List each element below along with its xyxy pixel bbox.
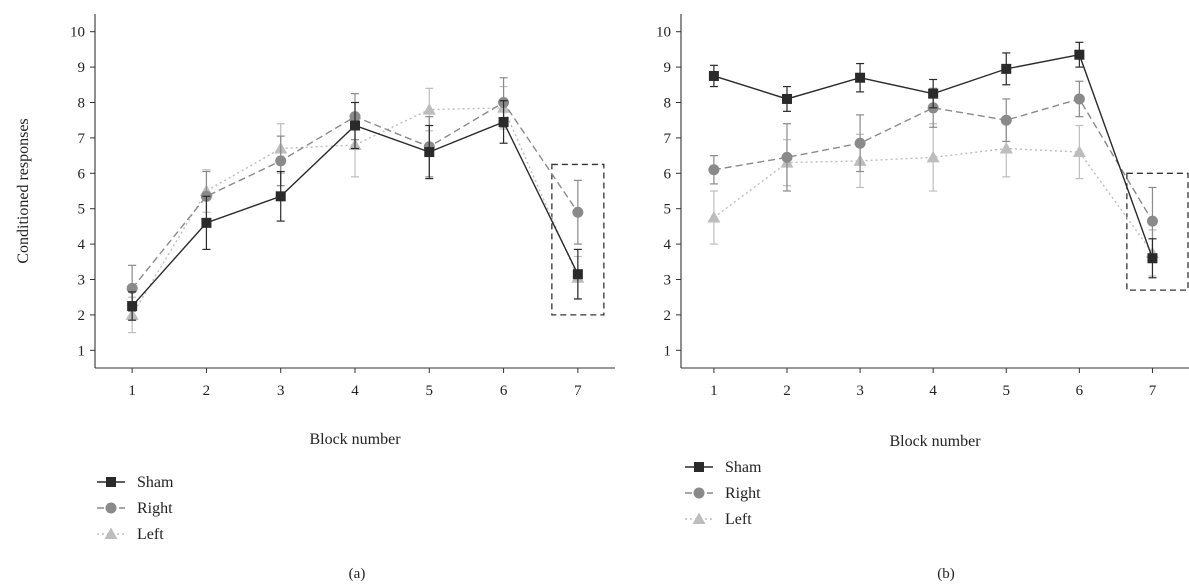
x-tick-label: 3 bbox=[856, 383, 864, 399]
x-axis-label: Block number bbox=[309, 431, 401, 448]
legend-marker bbox=[693, 487, 705, 499]
data-point bbox=[424, 147, 435, 158]
legend-label: Right bbox=[137, 500, 173, 517]
y-tick-label: 3 bbox=[664, 273, 672, 289]
data-point bbox=[928, 88, 939, 99]
legend-marker bbox=[104, 527, 118, 539]
x-tick-label: 1 bbox=[710, 383, 718, 399]
legend-item-right: Right bbox=[97, 500, 173, 517]
data-point bbox=[498, 116, 509, 127]
data-point bbox=[1072, 145, 1086, 158]
x-tick-label: 1 bbox=[128, 383, 136, 399]
legend-label: Left bbox=[137, 526, 164, 543]
data-point bbox=[708, 70, 719, 81]
y-tick-label: 2 bbox=[664, 308, 672, 324]
y-tick-label: 7 bbox=[664, 131, 672, 147]
data-point bbox=[854, 137, 866, 149]
data-point bbox=[781, 151, 793, 163]
highlight-box bbox=[551, 163, 605, 316]
data-point bbox=[1074, 49, 1085, 60]
data-point bbox=[855, 72, 866, 83]
y-tick-label: 5 bbox=[664, 202, 672, 218]
x-tick-label: 4 bbox=[929, 383, 937, 399]
legend-item-sham: Sham bbox=[685, 459, 762, 476]
series-sham bbox=[708, 41, 1158, 279]
y-tick-label: 8 bbox=[78, 96, 86, 112]
x-tick-label: 2 bbox=[783, 383, 791, 399]
legend-marker bbox=[694, 462, 704, 472]
data-point bbox=[422, 103, 436, 115]
y-tick-label: 1 bbox=[78, 343, 86, 359]
y-tick-label: 6 bbox=[664, 166, 672, 182]
data-point bbox=[1000, 114, 1012, 126]
panel-label: (a) bbox=[349, 566, 366, 582]
y-tick-label: 9 bbox=[78, 60, 86, 76]
legend-item-right: Right bbox=[685, 485, 761, 502]
data-point bbox=[350, 120, 360, 131]
x-tick-label: 6 bbox=[1076, 383, 1084, 399]
legend-item-sham: Sham bbox=[97, 474, 174, 491]
legend-marker bbox=[105, 502, 117, 514]
y-tick-label: 7 bbox=[78, 131, 86, 147]
legend-marker bbox=[106, 477, 116, 487]
legend-item-left: Left bbox=[685, 511, 752, 528]
x-tick-label: 5 bbox=[426, 383, 434, 399]
data-point bbox=[708, 164, 720, 176]
x-tick-label: 5 bbox=[1003, 383, 1011, 399]
data-point bbox=[275, 191, 286, 202]
data-point bbox=[1073, 93, 1085, 105]
legend-label: Left bbox=[725, 511, 752, 528]
panel-label: (b) bbox=[937, 566, 955, 582]
y-tick-label: 10 bbox=[656, 25, 671, 41]
data-point bbox=[926, 150, 940, 163]
y-tick-label: 9 bbox=[664, 60, 672, 76]
y-tick-label: 4 bbox=[664, 237, 672, 253]
data-point bbox=[999, 142, 1013, 154]
legend-label: Sham bbox=[137, 474, 174, 491]
y-tick-label: 5 bbox=[78, 202, 86, 218]
x-axis-label: Block number bbox=[889, 433, 981, 450]
x-tick-label: 2 bbox=[203, 383, 211, 399]
x-tick-label: 7 bbox=[574, 383, 582, 399]
x-tick-label: 3 bbox=[277, 383, 285, 399]
legend-label: Sham bbox=[725, 459, 762, 476]
y-tick-label: 8 bbox=[664, 96, 672, 112]
legend: Sham Right Left bbox=[97, 474, 174, 543]
data-point bbox=[1147, 253, 1158, 264]
legend-marker bbox=[692, 512, 706, 524]
data-point bbox=[781, 93, 792, 104]
x-tick-label: 7 bbox=[1149, 383, 1157, 399]
y-tick-label: 1 bbox=[664, 343, 672, 359]
y-tick-label: 3 bbox=[78, 273, 86, 289]
y-tick-label: 10 bbox=[70, 25, 85, 41]
data-point bbox=[127, 301, 138, 312]
legend-item-left: Left bbox=[97, 526, 164, 543]
series-sham bbox=[127, 100, 583, 321]
data-point bbox=[572, 206, 584, 218]
x-tick-label: 6 bbox=[500, 383, 508, 399]
legend-label: Right bbox=[725, 485, 761, 502]
data-point bbox=[201, 217, 212, 228]
x-tick-label: 4 bbox=[351, 383, 359, 399]
highlight-box bbox=[1126, 172, 1189, 291]
data-point bbox=[707, 211, 721, 223]
legend: Sham Right Left bbox=[685, 459, 762, 528]
data-point bbox=[572, 269, 583, 280]
data-point bbox=[275, 155, 287, 167]
series-right bbox=[708, 80, 1158, 256]
y-tick-label: 6 bbox=[78, 166, 86, 182]
panel-a: 1 2 3 4 5 6 7 8 9 10 1 2 3 4 5 6 7 Block number Conditione… bbox=[15, 14, 615, 582]
data-point bbox=[1001, 63, 1012, 74]
series-left bbox=[707, 119, 1159, 277]
y-axis-label: Conditioned responses bbox=[15, 118, 32, 263]
data-point bbox=[126, 282, 138, 294]
panel-b: 1 2 3 4 5 6 7 8 9 10 1 2 3 4 5 6 7 Block number Sham Right L… bbox=[656, 14, 1189, 582]
y-tick-label: 4 bbox=[78, 237, 86, 253]
y-tick-label: 2 bbox=[78, 308, 86, 324]
data-point bbox=[1146, 215, 1158, 227]
